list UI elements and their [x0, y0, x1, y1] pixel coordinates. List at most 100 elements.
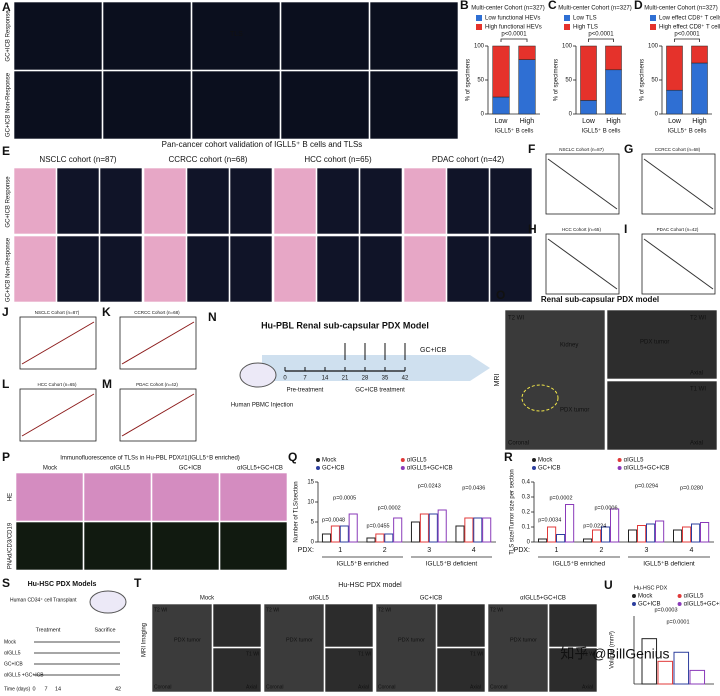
image-tile — [102, 1, 192, 71]
image-tile — [13, 1, 103, 71]
group-label: GC+ICB — [4, 661, 23, 667]
image-tile — [403, 235, 447, 303]
bar — [628, 529, 638, 543]
image-tag: T1 WI — [582, 651, 595, 657]
tls-label: TLS — [230, 31, 243, 38]
bar — [419, 513, 429, 543]
image-tag: Coronal — [490, 684, 508, 690]
row-label: HE — [8, 493, 14, 501]
legend-marker — [400, 466, 405, 470]
legend-marker — [617, 466, 622, 470]
image-tag: PDX tumor — [174, 637, 201, 643]
legend-label: αIGLL5 — [624, 458, 644, 464]
image-tile — [359, 235, 403, 303]
image-tile — [143, 167, 187, 235]
image-tile — [13, 167, 57, 235]
bar-segment — [518, 45, 536, 60]
panel-letter: N — [208, 310, 217, 324]
image-tile — [56, 167, 100, 235]
panel-letter: F — [528, 142, 535, 156]
image-tag: PDX tumor — [510, 637, 537, 643]
image-tag: Coronal — [508, 441, 529, 447]
bar — [547, 526, 557, 543]
day-label: 0 — [32, 686, 35, 692]
bar — [641, 638, 658, 685]
y-tick-label: 10 — [307, 500, 314, 506]
image-tag: PDX tumor — [286, 637, 313, 643]
day-label: 28 — [362, 376, 369, 382]
x-tick-label: High — [606, 118, 621, 125]
chart-title: Multi-center Cohort (n=327) — [558, 6, 632, 12]
bar — [339, 525, 349, 543]
group-label: αIGLL5 +GC+ICB — [4, 672, 44, 678]
bar — [565, 504, 575, 543]
column-label: αIGLL5 — [110, 466, 130, 472]
chart-title: Multi-center Cohort (n=327) — [644, 6, 718, 12]
y-label: % of specimens — [640, 59, 646, 101]
y-tick-label: 5 — [311, 520, 315, 526]
legend-label: αIGLL5+GC+ICB — [624, 466, 670, 472]
image-tile — [548, 603, 598, 648]
panel-letter: Q — [288, 450, 297, 464]
trend-line — [643, 238, 714, 290]
legend-label: Low TLS — [573, 16, 597, 22]
row-label: PNAd/CD3/CD19 — [8, 522, 14, 569]
image-tile — [273, 167, 317, 235]
image-tile — [375, 603, 437, 693]
panel-letter: K — [102, 305, 111, 319]
bar — [410, 521, 421, 543]
bar-segment — [518, 59, 536, 115]
p-value: p=0.0001 — [666, 619, 689, 625]
y-label: % of specimens — [466, 59, 472, 101]
image-tag: Axial — [246, 684, 257, 690]
legend-marker — [400, 458, 405, 462]
bar — [428, 513, 438, 543]
y-tick-label: 0.2 — [522, 510, 531, 516]
legend-swatch — [650, 15, 656, 21]
panel-letter: G — [624, 142, 633, 156]
legend-marker — [532, 466, 536, 470]
phase-label: Pre-treatment — [287, 388, 324, 394]
legend-swatch — [650, 24, 656, 30]
image-tile — [446, 235, 490, 303]
image-tile — [369, 1, 459, 71]
image-tag: Axial — [358, 684, 369, 690]
day-label: 7 — [303, 376, 307, 382]
modality: MRI Imaging — [142, 623, 148, 657]
bar — [682, 526, 692, 543]
image-tile — [316, 235, 360, 303]
legend-swatch — [564, 24, 570, 30]
subgroup-label: IGLL5⁺B deficient — [643, 561, 695, 568]
p-value: p=0.0436 — [462, 485, 485, 491]
bar — [610, 508, 620, 543]
legend-marker — [316, 458, 320, 462]
image-tile — [212, 603, 262, 648]
panel-letter: M — [102, 377, 112, 391]
bracket — [588, 38, 614, 42]
trend-line — [21, 393, 95, 437]
y-label: % of specimens — [554, 59, 560, 101]
legend-swatch — [564, 15, 570, 21]
column-label: GC+ICB — [420, 596, 443, 602]
image-tag: PDX tumor — [640, 340, 669, 346]
p-value: p=0.0002 — [549, 495, 572, 501]
x-label: IGLL5⁺ B cells — [582, 128, 621, 135]
p-value: p=0.0005 — [333, 495, 356, 501]
image-tag: Coronal — [154, 684, 172, 690]
plot-frame — [641, 233, 716, 295]
watermark: 知乎 @BillGenius — [560, 646, 669, 662]
injection-label: Human PBMC Injection — [231, 403, 293, 409]
image-tile — [186, 167, 230, 235]
p-value: p<0.0001 — [588, 32, 614, 38]
image-tag: PDX tumor — [398, 637, 425, 643]
legend-label: αIGLL5 — [407, 458, 427, 464]
bar — [700, 522, 710, 543]
bar — [330, 525, 340, 543]
chart-title: NSCLC Cohort (n=87) — [559, 147, 604, 152]
image-tile — [191, 70, 281, 140]
image-tile — [151, 603, 213, 693]
panel-letter: A — [2, 0, 11, 14]
subgroup-label: IGLL5⁺B enriched — [336, 561, 389, 568]
y-tick-label: 0 — [311, 540, 315, 546]
legend-label: αIGLL5 — [684, 594, 704, 600]
